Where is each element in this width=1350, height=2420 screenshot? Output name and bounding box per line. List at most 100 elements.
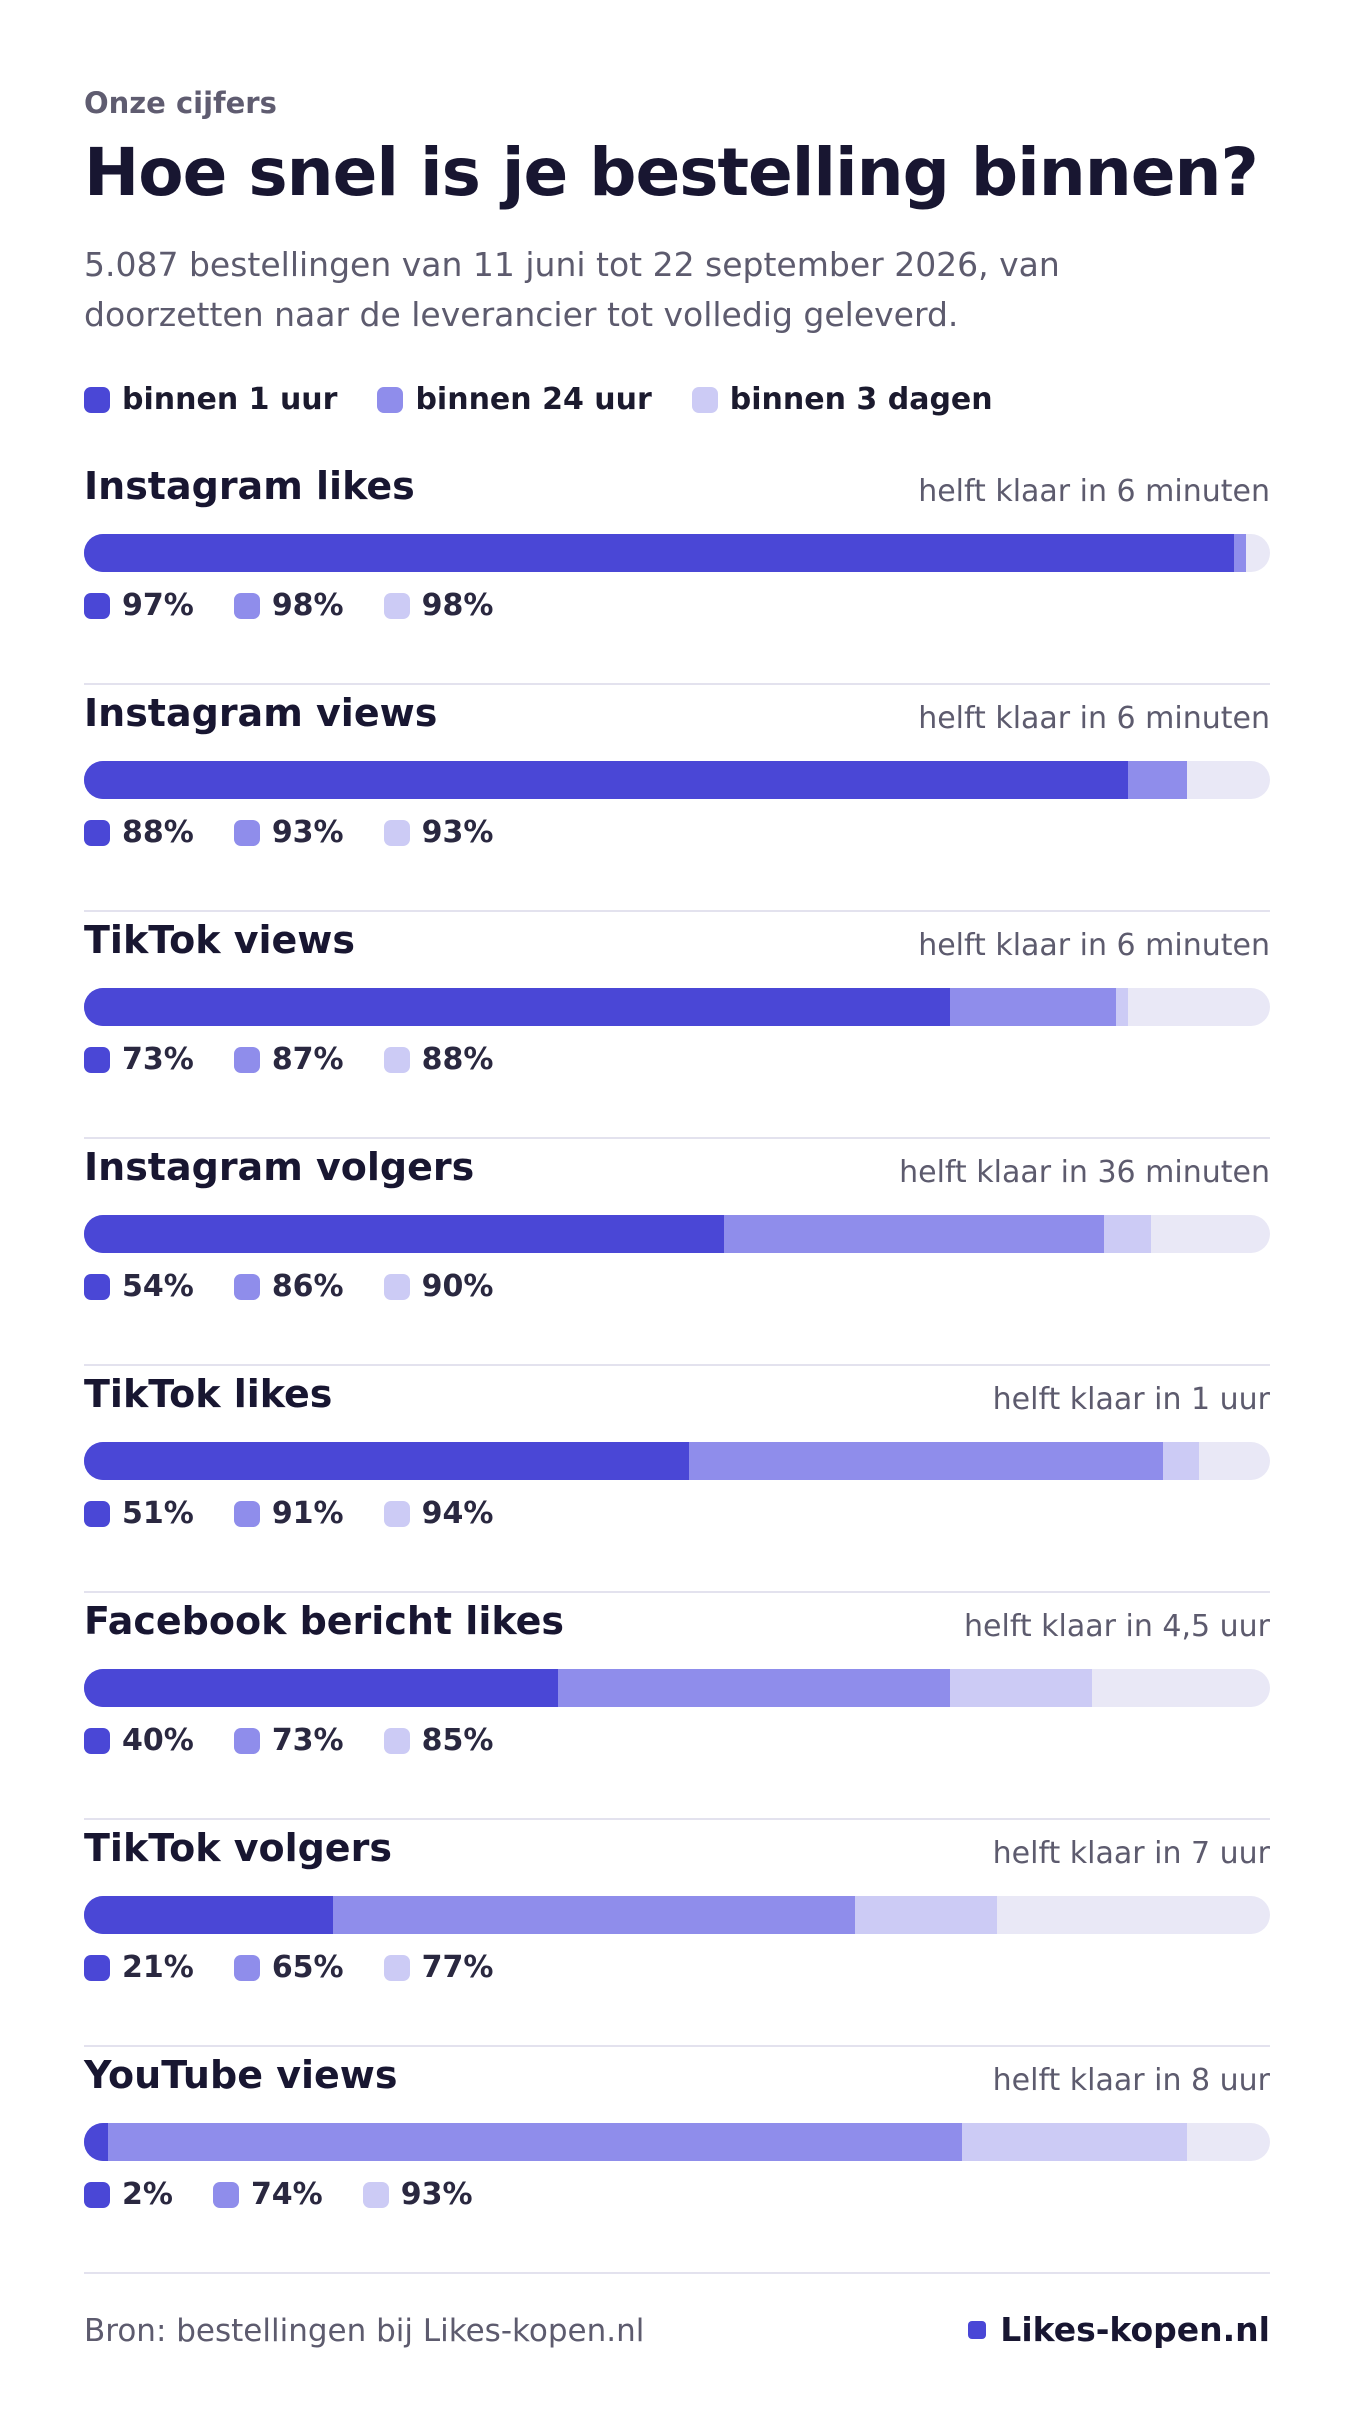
pct-24h-swatch <box>233 1273 260 1300</box>
chart-row: TikTok volgers helft klaar in 7 uur 21% 65%… <box>84 1820 1270 2047</box>
pct-24h-swatch <box>233 1500 260 1527</box>
legend-item-1h: binnen 1 uur <box>84 382 337 417</box>
pct-1h-swatch <box>84 1727 110 1754</box>
row-title: TikTok views <box>84 918 355 962</box>
bar-segment-1h <box>84 2123 108 2161</box>
chart-row: Instagram views helft klaar in 6 minuten 8… <box>84 685 1270 912</box>
brand-name: Likes-kopen.nl <box>1000 2310 1270 2349</box>
bar-segment-1h <box>84 1896 333 1934</box>
pct-1h: 88% <box>84 815 194 850</box>
pct-1h-swatch <box>84 1500 110 1527</box>
chart-row: Facebook bericht likes helft klaar in 4,5… <box>84 1593 1270 1820</box>
legend-item-24h: binnen 24 uur <box>377 382 652 417</box>
eyebrow-label: Onze cijfers <box>84 86 277 120</box>
brand-icon <box>968 2320 987 2339</box>
legend-swatch-1h <box>84 386 110 413</box>
bar-track <box>84 1442 1270 1480</box>
row-percentages: 54% 86% 90% <box>84 1269 533 1304</box>
chart-row: Instagram volgers helft klaar in 36 minut… <box>84 1139 1270 1366</box>
pct-24h-label: 73% <box>271 1723 344 1758</box>
bar-track <box>84 534 1270 572</box>
row-title: Instagram views <box>84 691 438 735</box>
row-divider <box>84 1137 1270 1139</box>
pct-1h-label: 21% <box>122 1950 194 1985</box>
pct-24h-label: 86% <box>271 1269 344 1304</box>
bar-segment-1h <box>84 534 1234 572</box>
bar-segment-1h <box>84 988 950 1026</box>
pct-3d-swatch <box>383 1273 410 1300</box>
row-half-time: helft klaar in 6 minuten <box>918 928 1270 963</box>
page-title: Hoe snel is je bestelling binnen? <box>84 134 1259 211</box>
pct-24h-label: 98% <box>271 588 344 623</box>
legend-swatch-3d <box>691 386 718 413</box>
pct-24h-label: 74% <box>250 2177 323 2212</box>
pct-3d-swatch <box>383 1727 410 1754</box>
chart-row: TikTok likes helft klaar in 1 uur 51% 91% 94… <box>84 1366 1270 1593</box>
pct-1h: 97% <box>84 588 194 623</box>
row-percentages: 21% 65% 77% <box>84 1950 533 1985</box>
pct-24h: 91% <box>233 1496 344 1531</box>
chart-row: Instagram likes helft klaar in 6 minuten 9… <box>84 458 1270 685</box>
bar-segment-1h <box>84 761 1128 799</box>
row-title: Instagram likes <box>84 464 415 508</box>
row-title: TikTok volgers <box>84 1826 392 1870</box>
row-percentages: 51% 91% 94% <box>84 1496 533 1531</box>
pct-1h-swatch <box>84 1046 110 1073</box>
bar-segment-24h <box>84 2123 962 2161</box>
pct-1h: 73% <box>84 1042 194 1077</box>
row-percentages: 88% 93% 93% <box>84 815 533 850</box>
pct-24h: 98% <box>233 588 344 623</box>
pct-24h-swatch <box>212 2181 239 2208</box>
pct-1h-swatch <box>84 2181 110 2208</box>
row-divider <box>84 2045 1270 2047</box>
pct-3d-swatch <box>362 2181 389 2208</box>
pct-1h-label: 97% <box>122 588 194 623</box>
pct-24h: 73% <box>233 1723 344 1758</box>
pct-3d-label: 93% <box>400 2177 473 2212</box>
pct-1h: 51% <box>84 1496 194 1531</box>
row-title: YouTube views <box>84 2053 398 2097</box>
pct-24h-swatch <box>233 592 260 619</box>
bar-track <box>84 1215 1270 1253</box>
brand: Likes-kopen.nl <box>968 2310 1270 2349</box>
page-subtitle: 5.087 bestellingen van 11 juni tot 22 se… <box>84 245 1060 334</box>
legend-label-24h: binnen 24 uur <box>415 382 652 417</box>
legend-label-3d: binnen 3 dagen <box>729 382 993 417</box>
row-half-time: helft klaar in 6 minuten <box>918 474 1270 509</box>
pct-3d: 88% <box>383 1042 494 1077</box>
pct-1h: 54% <box>84 1269 194 1304</box>
row-percentages: 97% 98% 98% <box>84 588 533 623</box>
pct-24h: 86% <box>233 1269 344 1304</box>
bar-segment-1h <box>84 1669 558 1707</box>
pct-1h-swatch <box>84 1954 110 1981</box>
row-divider <box>84 1818 1270 1820</box>
bar-track <box>84 1669 1270 1707</box>
pct-3d-swatch <box>383 819 410 846</box>
row-percentages: 40% 73% 85% <box>84 1723 533 1758</box>
chart-rows: Instagram likes helft klaar in 6 minuten 9… <box>84 458 1270 2274</box>
pct-1h: 2% <box>84 2177 173 2212</box>
source-note: Bron: bestellingen bij Likes-kopen.nl <box>84 2313 645 2349</box>
legend-label-1h: binnen 1 uur <box>122 382 338 417</box>
pct-1h-label: 88% <box>122 815 194 850</box>
row-half-time: helft klaar in 36 minuten <box>899 1155 1270 1190</box>
bar-segment-1h <box>84 1442 689 1480</box>
row-half-time: helft klaar in 6 minuten <box>918 701 1270 736</box>
pct-3d-label: 90% <box>421 1269 494 1304</box>
pct-24h-swatch <box>233 819 260 846</box>
legend-swatch-24h <box>377 386 404 413</box>
pct-3d: 98% <box>383 588 493 623</box>
chart-row: TikTok views helft klaar in 6 minuten 73% 8… <box>84 912 1270 1139</box>
pct-3d-label: 77% <box>421 1950 494 1985</box>
pct-3d-label: 93% <box>421 815 494 850</box>
pct-24h-swatch <box>233 1046 260 1073</box>
pct-3d-swatch <box>383 1046 410 1073</box>
pct-1h-label: 73% <box>122 1042 194 1077</box>
row-divider <box>84 683 1270 685</box>
pct-3d-swatch <box>383 1500 410 1527</box>
pct-3d-label: 94% <box>421 1496 494 1531</box>
row-half-time: helft klaar in 8 uur <box>992 2063 1270 2098</box>
pct-3d-label: 88% <box>421 1042 494 1077</box>
pct-24h-swatch <box>233 1954 260 1981</box>
